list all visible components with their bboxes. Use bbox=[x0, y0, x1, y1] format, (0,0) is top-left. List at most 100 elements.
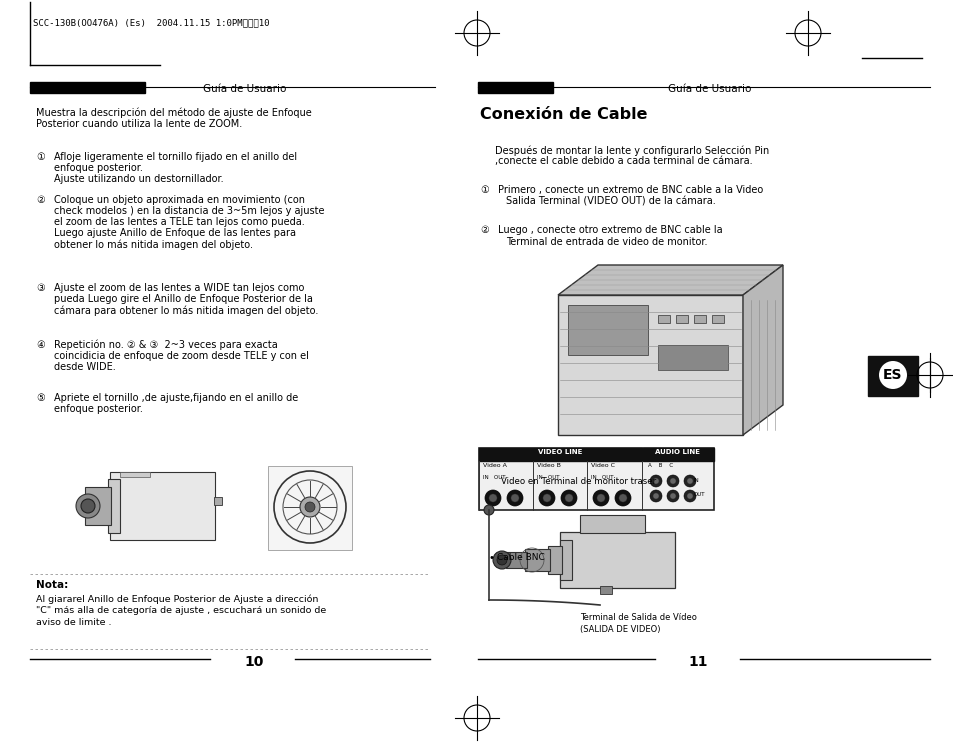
Text: •: • bbox=[489, 553, 495, 563]
Text: ES: ES bbox=[882, 368, 902, 382]
Text: Primero , conecte un extremo de BNC cable a la Video: Primero , conecte un extremo de BNC cabl… bbox=[497, 185, 762, 195]
Circle shape bbox=[686, 493, 692, 499]
Circle shape bbox=[615, 490, 630, 506]
Bar bbox=[268, 466, 352, 550]
Bar bbox=[559, 540, 572, 580]
Circle shape bbox=[597, 494, 604, 502]
Circle shape bbox=[560, 490, 577, 506]
Circle shape bbox=[618, 494, 626, 502]
Text: Terminal de entrada de video de monitor.: Terminal de entrada de video de monitor. bbox=[505, 237, 707, 247]
Bar bbox=[505, 552, 526, 568]
Text: VIDEO LINE: VIDEO LINE bbox=[537, 449, 581, 455]
Text: IN   OUT: IN OUT bbox=[590, 475, 613, 480]
Bar bbox=[120, 472, 150, 477]
Text: Después de montar la lente y configurarlo Selección Pin: Después de montar la lente y configurarl… bbox=[495, 145, 768, 156]
Text: Guía de Usuario: Guía de Usuario bbox=[668, 84, 751, 94]
Text: Video C: Video C bbox=[590, 463, 615, 468]
Circle shape bbox=[652, 478, 659, 484]
Text: Repetición no. ② & ③  2~3 veces para exacta: Repetición no. ② & ③ 2~3 veces para exac… bbox=[54, 340, 277, 350]
Text: Cable BNC: Cable BNC bbox=[497, 553, 544, 562]
Text: IN: IN bbox=[693, 478, 699, 483]
Circle shape bbox=[305, 502, 314, 512]
Text: ,conecte el cable debido a cada terminal de cámara.: ,conecte el cable debido a cada terminal… bbox=[495, 156, 752, 166]
Bar bbox=[477, 82, 553, 93]
Circle shape bbox=[683, 490, 696, 502]
Circle shape bbox=[497, 555, 506, 565]
Text: Ajuste utilizando un destornillador.: Ajuste utilizando un destornillador. bbox=[54, 174, 223, 184]
Text: Guía de Usuario: Guía de Usuario bbox=[203, 84, 287, 94]
Bar bbox=[676, 315, 687, 323]
Circle shape bbox=[649, 475, 661, 487]
Circle shape bbox=[686, 478, 692, 484]
Circle shape bbox=[511, 494, 518, 502]
Bar bbox=[478, 448, 713, 510]
Circle shape bbox=[666, 475, 679, 487]
Circle shape bbox=[299, 497, 319, 517]
Text: ①: ① bbox=[36, 152, 45, 162]
Text: Ajuste el zoom de las lentes a WIDE tan lejos como: Ajuste el zoom de las lentes a WIDE tan … bbox=[54, 283, 304, 293]
Text: aviso de limite .: aviso de limite . bbox=[36, 618, 112, 627]
Text: AUDIO LINE: AUDIO LINE bbox=[655, 449, 700, 455]
Circle shape bbox=[652, 493, 659, 499]
Text: Luego ajuste Anillo de Enfoque de las lentes para: Luego ajuste Anillo de Enfoque de las le… bbox=[54, 228, 295, 238]
Circle shape bbox=[489, 494, 497, 502]
Bar bbox=[658, 345, 727, 370]
Bar bbox=[658, 315, 669, 323]
Text: OUT: OUT bbox=[693, 492, 705, 497]
Text: Terminal de Salida de Vídeo: Terminal de Salida de Vídeo bbox=[579, 613, 696, 622]
Circle shape bbox=[669, 478, 676, 484]
Text: Nota:: Nota: bbox=[36, 580, 69, 590]
Circle shape bbox=[81, 499, 95, 513]
Text: "C" más alla de categoría de ajuste , escuchará un sonido de: "C" más alla de categoría de ajuste , es… bbox=[36, 606, 326, 615]
Text: ②: ② bbox=[479, 225, 488, 235]
Bar bbox=[599, 586, 612, 594]
Text: desde WIDE.: desde WIDE. bbox=[54, 362, 115, 372]
Bar bbox=[867, 356, 917, 396]
Text: (SALIDA DE VIDEO): (SALIDA DE VIDEO) bbox=[579, 625, 659, 634]
Text: SCC-130B(OO476A) (Es)  2004.11.15 1:0PM페이지10: SCC-130B(OO476A) (Es) 2004.11.15 1:0PM페이… bbox=[33, 18, 269, 27]
Bar bbox=[579, 515, 644, 533]
Bar bbox=[711, 315, 723, 323]
Text: A    B    C: A B C bbox=[647, 463, 673, 468]
Circle shape bbox=[542, 494, 551, 502]
Bar bbox=[108, 479, 120, 533]
Text: Video A: Video A bbox=[482, 463, 506, 468]
Bar bbox=[558, 295, 742, 435]
Text: ②: ② bbox=[36, 195, 45, 205]
Text: ①: ① bbox=[479, 185, 488, 195]
Text: enfoque posterior.: enfoque posterior. bbox=[54, 404, 143, 414]
Text: enfoque posterior.: enfoque posterior. bbox=[54, 163, 143, 173]
Text: pueda Luego gire el Anillo de Enfoque Posterior de la: pueda Luego gire el Anillo de Enfoque Po… bbox=[54, 294, 313, 304]
Text: IN   OUT: IN OUT bbox=[537, 475, 558, 480]
Circle shape bbox=[669, 493, 676, 499]
Bar bbox=[693, 315, 705, 323]
Circle shape bbox=[506, 490, 522, 506]
Text: Video en Terminal de monitor traser: Video en Terminal de monitor traser bbox=[500, 477, 656, 486]
Text: Apriete el tornillo ,de ajuste,fijando en el anillo de: Apriete el tornillo ,de ajuste,fijando e… bbox=[54, 393, 298, 403]
Polygon shape bbox=[742, 265, 782, 435]
Bar bbox=[547, 546, 561, 574]
Text: Muestra la descripción del método de ajuste de Enfoque
Posterior cuando utiliza : Muestra la descripción del método de aju… bbox=[36, 107, 312, 129]
Text: ⑤: ⑤ bbox=[36, 393, 45, 403]
Circle shape bbox=[483, 505, 494, 515]
Bar bbox=[85, 487, 111, 525]
Text: 11: 11 bbox=[687, 655, 707, 669]
Text: check modelos ) en la distancia de 3~5m lejos y ajuste: check modelos ) en la distancia de 3~5m … bbox=[54, 206, 324, 216]
Bar bbox=[642, 448, 713, 461]
Bar bbox=[478, 448, 641, 461]
Circle shape bbox=[683, 475, 696, 487]
Bar bbox=[30, 82, 145, 93]
Circle shape bbox=[76, 494, 100, 518]
Circle shape bbox=[484, 490, 500, 506]
Text: cámara para obtener lo más nitida imagen del objeto.: cámara para obtener lo más nitida imagen… bbox=[54, 305, 318, 316]
Circle shape bbox=[593, 490, 608, 506]
Text: IN   OUT: IN OUT bbox=[482, 475, 505, 480]
Text: el zoom de las lentes a TELE tan lejos como pueda.: el zoom de las lentes a TELE tan lejos c… bbox=[54, 217, 304, 227]
Text: Salida Terminal (VIDEO OUT) de la cámara.: Salida Terminal (VIDEO OUT) de la cámara… bbox=[505, 197, 715, 207]
Text: Conexión de Cable: Conexión de Cable bbox=[479, 107, 647, 122]
Circle shape bbox=[878, 361, 906, 389]
Text: Coloque un objeto aproximada en movimiento (con: Coloque un objeto aproximada en movimien… bbox=[54, 195, 305, 205]
Circle shape bbox=[649, 490, 661, 502]
Text: obtener lo más nitida imagen del objeto.: obtener lo más nitida imagen del objeto. bbox=[54, 239, 253, 250]
Circle shape bbox=[493, 551, 511, 569]
